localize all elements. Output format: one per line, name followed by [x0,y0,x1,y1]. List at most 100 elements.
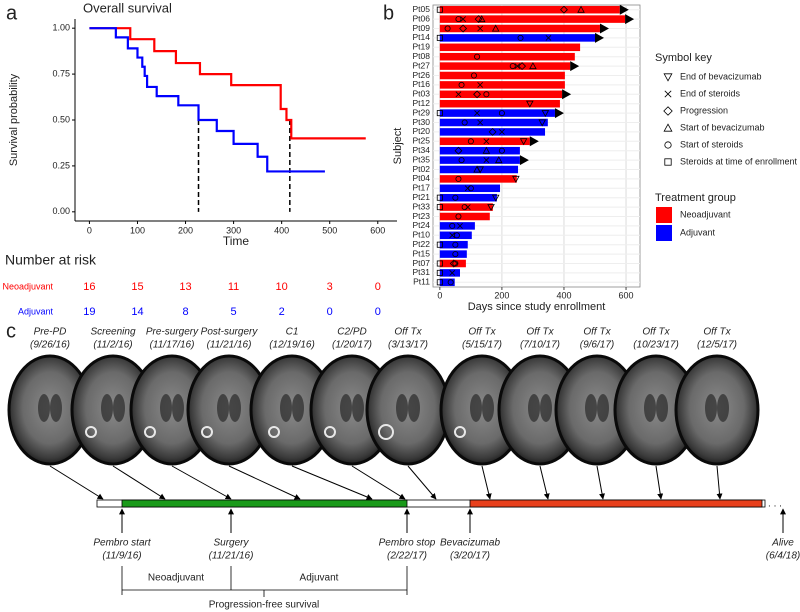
bar [439,90,563,99]
treatment-segment [121,499,408,508]
scan-label: Off Tx [468,327,496,338]
x-tick-label: 600 [619,290,634,300]
event-symbol [664,90,672,98]
bar [439,52,575,61]
scan-date: (12/5/17) [697,340,737,351]
bar [439,240,468,249]
y-axis-title: Subject [392,128,404,165]
event-symbol [663,123,673,132]
event-symbol [473,90,482,99]
risk-count: 5 [231,306,237,318]
mri-ventricle [160,394,172,422]
survival-curve [89,27,325,173]
event-symbol [491,194,500,202]
event-symbol [447,279,454,286]
scan-label: Off Tx [703,327,731,338]
event-symbol [477,119,484,126]
event-symbol [436,6,443,13]
event-symbol [663,106,673,116]
mri-lesion [324,426,336,438]
bar [439,99,560,108]
risk-row-name: Neoadjuvant [2,281,53,291]
event-label: Surgery [213,538,249,549]
phase-label: Progression-free survival [209,600,320,611]
event-symbol [455,175,462,182]
event-symbol [452,251,459,258]
scan-arrow [351,465,406,500]
ongoing-arrow [625,14,635,25]
mri-ventricle [50,394,62,422]
scan-arrow [407,465,437,500]
event-symbol [458,81,465,88]
y-tick-label: Pt11 [413,277,430,287]
y-tick-label: Pt27 [413,60,431,70]
bar [439,146,520,155]
mri-lesion [454,426,466,438]
legend-label: End of steroids [680,88,741,98]
scan-arrow [49,465,104,500]
survival-curve [89,27,366,140]
y-tick-label: Pt15 [413,248,431,258]
legend-label: Steroids at time of enrollment [680,156,798,166]
y-tick-label: Pt34 [413,145,431,155]
x-tick-label: 300 [226,225,241,235]
y-tick-label: Pt07 [413,258,431,268]
x-tick-label: 0 [87,225,92,235]
y-tick-label: Pt30 [413,117,431,127]
y-tick-label: Pt23 [413,211,431,221]
bar [439,184,501,193]
event-symbol [494,156,503,164]
legend-swatch [656,207,672,223]
event-symbol [498,147,505,154]
event-symbol [482,146,491,154]
event-symbol [464,185,471,192]
legend-title: Treatment group [655,192,736,204]
scan-date: (3/13/17) [388,340,428,351]
event-symbol [663,73,673,82]
scan-date: (7/10/17) [520,340,560,351]
y-tick-label: Pt29 [413,107,431,117]
mri-ventricle [113,394,125,422]
scan-date: (5/15/17) [462,340,502,351]
event-symbol [477,82,484,88]
scan-date: (11/2/16) [93,340,132,351]
scan-arrow [539,465,550,500]
bar [439,222,475,230]
mri-ventricle [229,394,241,422]
y-tick-label: Pt02 [413,164,431,174]
event-symbol [455,16,462,23]
event-symbol [545,35,552,41]
scan-label: Pre-PD [34,327,67,338]
y-tick-label: 1.00 [52,23,70,33]
panel-label: b [383,2,394,24]
event-label: Alive [771,538,794,549]
event-symbol [476,166,484,174]
mri-lesion [201,426,213,438]
bar [439,71,565,80]
mri-ventricle [656,394,668,422]
ongoing-arrow [562,89,572,100]
mri-ventricle [585,394,597,422]
bar [439,278,455,287]
event-symbol [436,279,443,286]
mri-lesion [268,426,280,438]
y-tick-label: Pt24 [413,220,431,230]
bar [439,175,517,183]
y-tick-label: Pt31 [413,267,431,277]
event-symbol [452,241,459,248]
ellipsis: . . . [768,499,782,510]
event-symbol [436,241,443,248]
y-tick-label: Pt16 [413,79,431,89]
event-label: Bevacizumab [440,538,500,549]
event-symbol [526,100,534,108]
y-tick-label: 0.00 [52,206,70,216]
chart-title: Overall survival [83,0,172,15]
risk-count: 0 [375,281,381,293]
event-symbol [436,204,443,211]
event-date: (2/22/17) [387,551,427,562]
x-tick-label: 600 [370,225,385,235]
event-symbol [664,158,672,166]
bar [439,250,467,258]
y-tick-label: Pt06 [413,13,431,23]
bar [439,269,460,277]
